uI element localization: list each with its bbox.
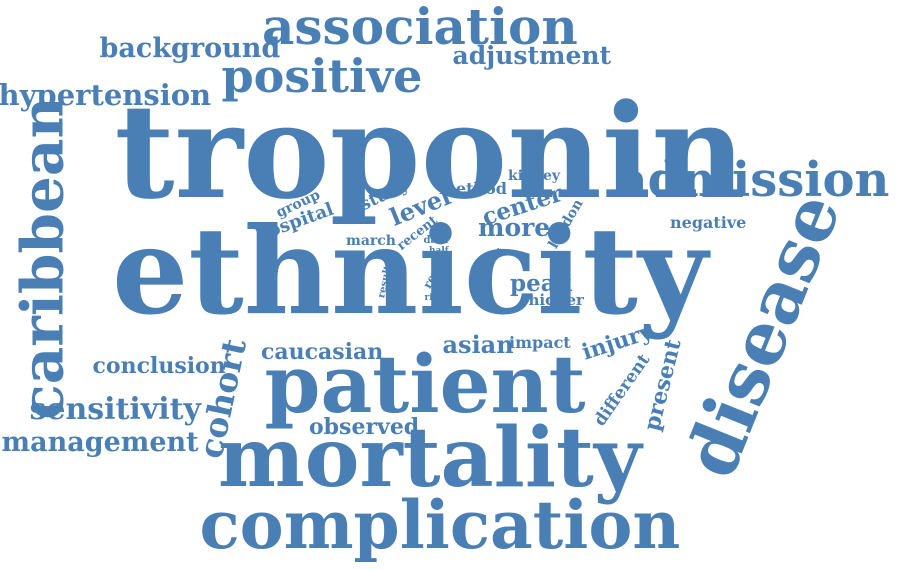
word-conclusion: conclusion — [92, 353, 226, 379]
word-caucasian: caucasian — [261, 339, 384, 365]
word-peak: peak — [510, 269, 572, 297]
word-ethnicity: ethnicity — [112, 201, 708, 342]
word-hypertension: hypertension — [0, 77, 212, 112]
word-higher: higher — [528, 290, 584, 309]
word-negative: negative — [670, 213, 747, 232]
word-caribbean: caribbean — [8, 96, 77, 420]
word-mortality: mortality — [218, 410, 642, 506]
word-admission: admission — [616, 152, 890, 208]
word-impact: impact — [509, 333, 571, 352]
word-method: method — [439, 179, 507, 198]
word-risk: risk — [424, 292, 444, 303]
word-association: association — [262, 0, 578, 56]
word-more: more — [478, 212, 551, 242]
word-adjustment: adjustment — [452, 40, 612, 70]
word-march: march — [346, 233, 396, 249]
word-management: management — [1, 426, 199, 458]
word-patient: patient — [264, 337, 586, 431]
word-half: half — [429, 245, 449, 256]
word-data: data — [423, 235, 449, 246]
word-sensitivity: sensitivity — [29, 392, 201, 427]
word-observed: observed — [309, 414, 420, 440]
word-complication: complication — [199, 486, 681, 564]
word-asian: asian — [442, 330, 514, 359]
word-kidney: kidney — [508, 168, 561, 184]
word-present: present — [638, 336, 687, 434]
word-background: background — [99, 32, 281, 64]
word-positive: positive — [221, 49, 423, 103]
word-troponin: troponin — [114, 75, 746, 228]
